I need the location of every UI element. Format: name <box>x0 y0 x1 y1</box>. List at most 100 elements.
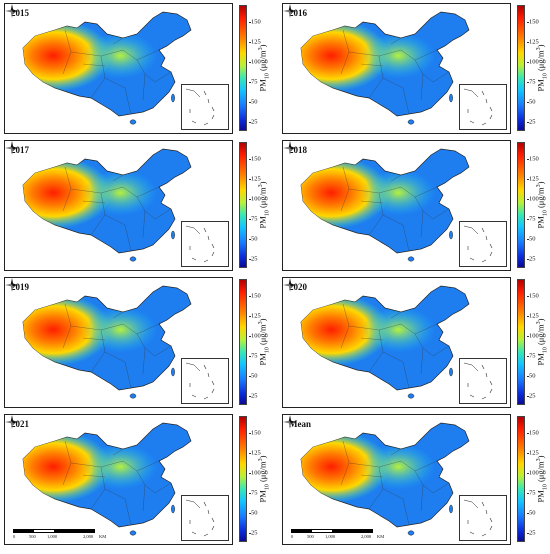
scale-tick-label: 2,000 <box>83 534 94 539</box>
pm10-map <box>300 422 470 536</box>
colorbar-tick-mark <box>249 453 251 454</box>
colorbar-tick-mark <box>527 159 529 160</box>
colorbar-tick-label: 50 <box>529 509 536 517</box>
north-arrow-icon <box>283 278 297 292</box>
colorbar-tick-label: 25 <box>529 392 536 400</box>
scale-bar: 0 500 1,000 2,000 KM <box>291 529 387 540</box>
south-china-sea-inset <box>181 84 229 130</box>
colorbar-tick-label: 125 <box>529 312 539 320</box>
colorbar-tick-mark <box>527 199 529 200</box>
colorbar-unit-label: PM10 (μg/m3) <box>257 44 271 92</box>
scale-tick-label: 0 <box>13 534 16 539</box>
colorbar-tick-label: 75 <box>529 489 536 497</box>
colorbar-tick-label: 100 <box>251 195 261 203</box>
colorbar-tick-label: 25 <box>251 255 258 263</box>
panel-label: 2021 <box>11 419 29 429</box>
south-china-sea-inset <box>181 221 229 267</box>
map-frame: 2021 0 500 1,000 2,000 KM <box>4 414 233 545</box>
colorbar-tick-label: 50 <box>529 372 536 380</box>
colorbar <box>517 5 525 131</box>
colorbar <box>239 416 247 542</box>
colorbar-tick-mark <box>249 336 251 337</box>
colorbar-tick-label: 125 <box>251 38 261 46</box>
colorbar-tick-mark <box>249 356 251 357</box>
colorbar-ticks: 150 125 100 75 50 25 <box>527 142 543 268</box>
colorbar-tick-mark <box>527 316 529 317</box>
colorbar-tick-label: 25 <box>251 529 258 537</box>
map-panel: Mean 0 500 1,000 2,000 KM <box>280 413 550 546</box>
colorbar-ticks: 150 125 100 75 50 25 <box>249 5 265 131</box>
colorbar-unit-label: PM10 (μg/m3) <box>535 318 549 366</box>
province-boundaries <box>62 440 172 526</box>
colorbar-tick-mark <box>527 82 529 83</box>
taiwan-island <box>449 504 453 514</box>
colorbar-tick-mark <box>527 42 529 43</box>
hainan-island <box>407 256 415 262</box>
taiwan-island <box>171 230 175 240</box>
colorbar-tick-label: 25 <box>529 529 536 537</box>
colorbar-tick-label: 150 <box>251 292 261 300</box>
north-arrow-icon <box>5 4 19 18</box>
colorbar-tick-mark <box>527 396 529 397</box>
colorbar <box>239 5 247 131</box>
north-arrow-icon <box>5 278 19 292</box>
colorbar-ticks: 150 125 100 75 50 25 <box>249 416 265 542</box>
colorbar-tick-label: 100 <box>529 332 539 340</box>
colorbar <box>239 142 247 268</box>
province-boundaries <box>340 440 450 526</box>
colorbar-tick-label: 150 <box>529 292 539 300</box>
scale-bar: 0 500 1,000 2,000 KM <box>13 529 109 540</box>
hainan-island <box>129 119 137 125</box>
colorbar-tick-mark <box>527 62 529 63</box>
colorbar-tick-label: 75 <box>529 78 536 86</box>
pm10-map <box>22 11 192 125</box>
colorbar-tick-label: 25 <box>251 118 258 126</box>
colorbar-tick-label: 75 <box>251 489 258 497</box>
colorbar-tick-label: 150 <box>251 155 261 163</box>
hainan-island <box>407 530 415 536</box>
north-arrow-icon <box>283 415 297 429</box>
colorbar-unit-label: PM10 (μg/m3) <box>535 181 549 229</box>
colorbar-tick-label: 125 <box>529 38 539 46</box>
map-panel: 2015 150 125 100 75 50 2 <box>2 2 272 135</box>
colorbar-tick-mark <box>527 433 529 434</box>
map-panel: 2016 150 125 100 75 50 2 <box>280 2 550 135</box>
map-frame: Mean 0 500 1,000 2,000 KM <box>282 414 511 545</box>
province-boundaries <box>62 303 172 389</box>
colorbar-tick-mark <box>527 533 529 534</box>
colorbar-tick-label: 125 <box>251 449 261 457</box>
map-panel: 2019 150 125 100 75 50 2 <box>2 276 272 409</box>
colorbar-tick-label: 25 <box>529 255 536 263</box>
colorbar-tick-mark <box>249 42 251 43</box>
colorbar-tick-label: 25 <box>251 392 258 400</box>
colorbar-tick-label: 75 <box>529 352 536 360</box>
colorbar-tick-mark <box>527 239 529 240</box>
colorbar-ticks: 150 125 100 75 50 25 <box>249 142 265 268</box>
taiwan-island <box>449 93 453 103</box>
province-boundaries <box>340 303 450 389</box>
colorbar <box>517 142 525 268</box>
panel-label: 2019 <box>11 282 29 292</box>
colorbar-ticks: 150 125 100 75 50 25 <box>527 5 543 131</box>
pm10-map <box>22 285 192 399</box>
taiwan-island <box>449 367 453 377</box>
colorbar-tick-label: 50 <box>251 509 258 517</box>
colorbar-tick-label: 50 <box>251 98 258 106</box>
map-frame: 2017 <box>4 140 233 271</box>
colorbar-tick-label: 50 <box>251 372 258 380</box>
colorbar-tick-label: 50 <box>529 235 536 243</box>
colorbar-tick-mark <box>527 122 529 123</box>
colorbar-tick-label: 75 <box>251 352 258 360</box>
colorbar-tick-mark <box>527 356 529 357</box>
scale-unit-label: KM <box>99 534 107 539</box>
colorbar-tick-mark <box>249 102 251 103</box>
colorbar-tick-mark <box>249 22 251 23</box>
colorbar-tick-label: 50 <box>251 235 258 243</box>
colorbar-tick-mark <box>527 336 529 337</box>
colorbar-unit-label: PM10 (μg/m3) <box>257 318 271 366</box>
map-frame: 2015 <box>4 3 233 134</box>
colorbar-tick-mark <box>527 296 529 297</box>
colorbar-tick-mark <box>527 513 529 514</box>
colorbar-tick-label: 150 <box>529 18 539 26</box>
south-china-sea-inset <box>459 84 507 130</box>
